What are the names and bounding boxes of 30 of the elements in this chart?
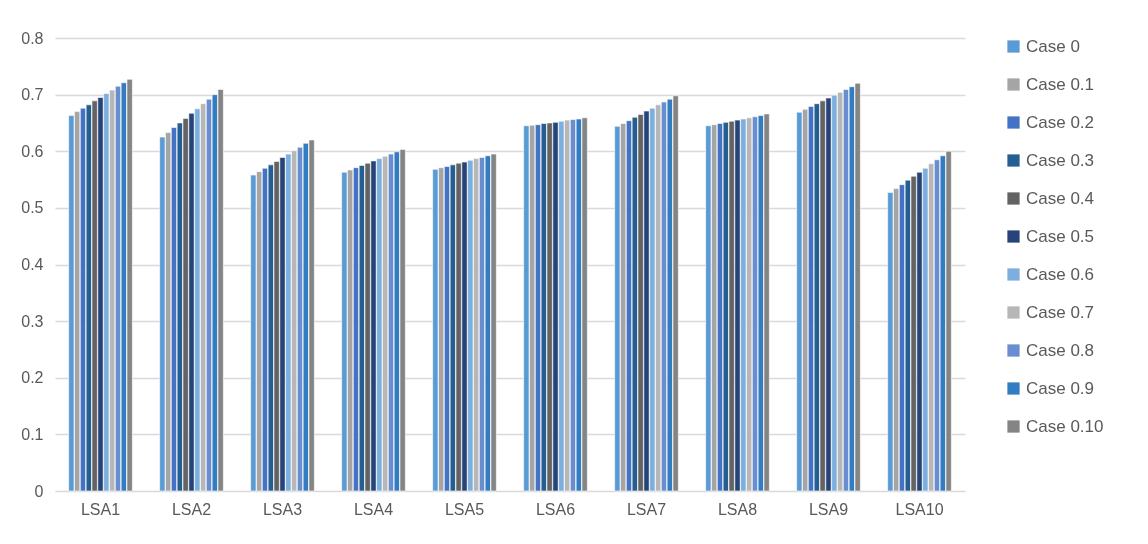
y-tick-label: 0.8 xyxy=(21,29,44,47)
x-tick-label: LSA7 xyxy=(626,500,667,518)
legend-label: Case 0.1 xyxy=(1026,74,1095,94)
y-tick-label: 0.1 xyxy=(21,425,44,443)
legend-label: Case 0.6 xyxy=(1026,264,1095,284)
x-tick-label: LSA6 xyxy=(535,500,576,518)
legend-label: Case 0.4 xyxy=(1026,188,1095,208)
legend-label: Case 0.9 xyxy=(1026,378,1095,398)
x-tick-label: LSA5 xyxy=(444,500,485,518)
x-tick-label: LSA1 xyxy=(80,500,121,518)
legend-label: Case 0.8 xyxy=(1026,340,1095,360)
legend-label: Case 0.3 xyxy=(1026,150,1095,170)
y-tick-label: 0.7 xyxy=(21,86,44,104)
y-tick-label: 0.4 xyxy=(21,256,44,273)
y-tick-label: 0.5 xyxy=(21,199,44,217)
y-tick-label: 0.3 xyxy=(21,312,44,330)
x-tick-label: LSA8 xyxy=(717,500,758,518)
y-tick-label: 0.2 xyxy=(21,369,44,387)
legend-label: Case 0.5 xyxy=(1026,226,1095,246)
x-tick-label: LSA9 xyxy=(808,500,849,518)
legend-label: Case 0.2 xyxy=(1026,112,1095,132)
x-tick-label: LSA3 xyxy=(262,500,303,518)
x-tick-label: LSA2 xyxy=(171,500,212,518)
legend-label: Case 0 xyxy=(1026,36,1080,56)
legend-label: Case 0.7 xyxy=(1026,302,1095,322)
x-tick-label: LSA4 xyxy=(353,500,394,518)
x-tick-label: LSA10 xyxy=(895,500,944,518)
y-tick-label: 0.6 xyxy=(21,142,44,160)
legend-label: Case 0.10 xyxy=(1026,416,1104,436)
y-tick-label: 0 xyxy=(34,482,44,500)
